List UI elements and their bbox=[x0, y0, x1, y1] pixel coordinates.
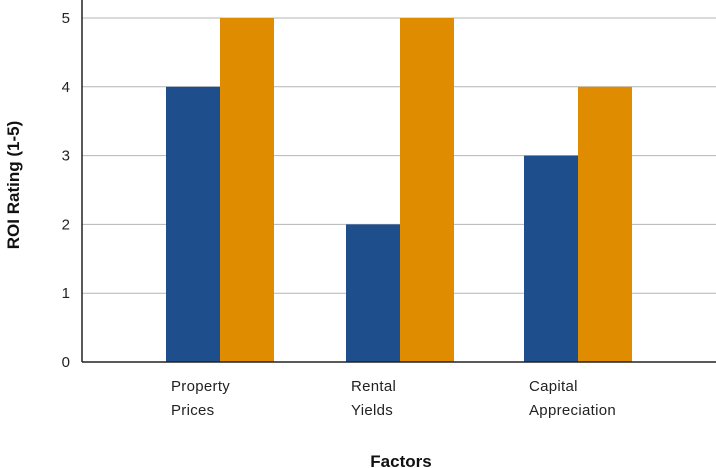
x-category-labels: Property Prices Rental Yields Capital Appreci… bbox=[171, 378, 616, 419]
y-tick-label: 0 bbox=[62, 354, 70, 371]
bar-series2-1 bbox=[400, 18, 454, 362]
bar-series1-2 bbox=[524, 155, 578, 362]
y-axis-title: ROI Rating (1-5) bbox=[4, 121, 23, 249]
y-tick-label: 4 bbox=[62, 79, 70, 96]
x-category-label: Yields bbox=[351, 402, 393, 419]
y-tick-label: 3 bbox=[62, 148, 70, 165]
bar-series1-0 bbox=[166, 86, 220, 363]
y-tick-label: 1 bbox=[62, 285, 70, 302]
bars-group bbox=[166, 18, 632, 363]
x-category-label: Capital bbox=[529, 378, 578, 395]
y-tick-labels: 0 1 2 3 4 5 bbox=[62, 10, 70, 371]
x-category-label: Appreciation bbox=[529, 402, 616, 419]
bar-series2-0 bbox=[220, 18, 274, 362]
x-category-label: Prices bbox=[171, 402, 214, 419]
y-tick-label: 5 bbox=[62, 10, 70, 27]
x-axis-title: Factors bbox=[370, 452, 431, 468]
x-category-label: Property bbox=[171, 378, 230, 395]
x-category-label: Rental bbox=[351, 378, 396, 395]
y-tick-label: 2 bbox=[62, 216, 70, 233]
bar-series1-1 bbox=[346, 224, 400, 362]
bar-series2-2 bbox=[578, 86, 632, 363]
